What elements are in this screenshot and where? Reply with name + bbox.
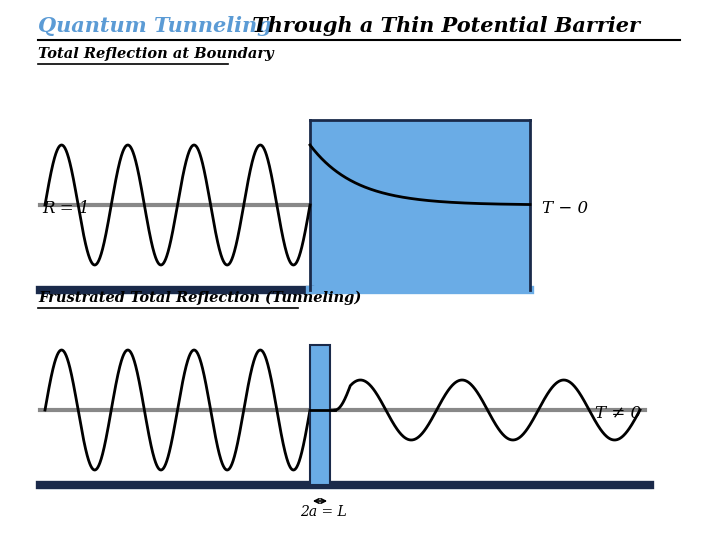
Text: Through a Thin Potential Barrier: Through a Thin Potential Barrier (245, 16, 640, 36)
Text: R = 1: R = 1 (42, 200, 89, 217)
Bar (310, 120, 530, 290)
Text: 2a = L: 2a = L (300, 505, 347, 519)
Text: Total Reflection at Boundary: Total Reflection at Boundary (38, 47, 274, 61)
Bar (310, 345, 330, 485)
Text: T ≠ 0: T ≠ 0 (595, 405, 641, 422)
Text: T − 0: T − 0 (542, 200, 588, 217)
Text: Quantum Tunneling: Quantum Tunneling (38, 16, 271, 36)
Text: Frustrated Total Reflection (Tunneling): Frustrated Total Reflection (Tunneling) (38, 291, 361, 305)
